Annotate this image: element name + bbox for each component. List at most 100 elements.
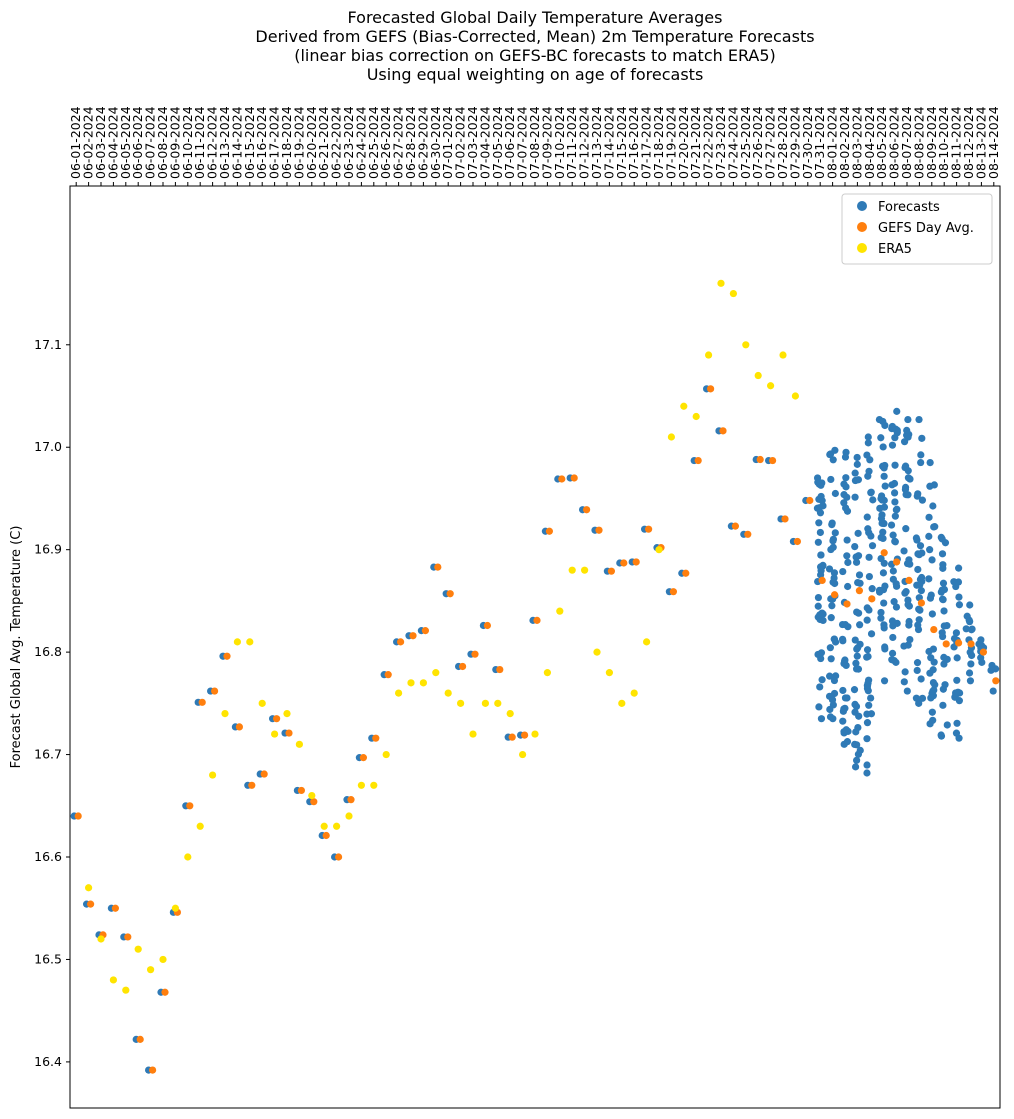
forecast-point — [840, 499, 848, 507]
forecast-point — [867, 694, 875, 702]
x-tick-label: 08-07-2024 — [899, 106, 914, 179]
gefs-day-avg-point — [769, 456, 777, 465]
forecast-point — [902, 525, 910, 533]
x-tick-label: 06-25-2024 — [366, 106, 381, 179]
x-tick-label: 07-23-2024 — [713, 106, 728, 179]
era5-point — [134, 945, 142, 953]
x-tick-label: 07-16-2024 — [626, 106, 641, 179]
forecast-point — [917, 458, 925, 467]
gefs-day-avg-point — [409, 632, 417, 640]
forecast-point — [863, 681, 872, 690]
chart-title-line-3: (linear bias correction on GEFS-BC forec… — [294, 46, 776, 65]
forecast-point — [887, 521, 896, 529]
era5-point — [407, 679, 415, 687]
gefs-day-avg-point — [843, 600, 851, 608]
y-tick-label: 16.4 — [34, 1054, 62, 1069]
gefs-day-avg-point — [806, 496, 814, 505]
forecast-point — [863, 513, 871, 521]
forecast-point — [929, 666, 937, 674]
gefs-day-avg-point — [347, 796, 355, 804]
x-tick-label: 07-10-2024 — [552, 106, 567, 179]
forecast-point — [952, 729, 961, 737]
x-tick-label: 07-22-2024 — [701, 106, 716, 179]
era5-point — [655, 546, 663, 554]
forecast-point — [831, 489, 839, 498]
forecast-point — [863, 769, 871, 777]
forecast-point — [851, 469, 859, 477]
forecast-point — [840, 728, 848, 736]
era5-point — [308, 791, 316, 800]
forecast-point — [817, 571, 825, 579]
era5-point — [184, 853, 192, 861]
forecast-point — [856, 746, 864, 754]
gefs-day-avg-point — [211, 687, 219, 695]
era5-point — [717, 279, 725, 287]
forecast-point — [888, 617, 897, 625]
forecast-point — [892, 580, 900, 588]
era5-point — [680, 402, 688, 410]
forecast-point — [864, 439, 872, 447]
x-tick-label: 06-08-2024 — [155, 106, 170, 179]
x-tick-label: 08-02-2024 — [837, 106, 852, 179]
forecast-point — [865, 606, 873, 614]
gefs-day-avg-point — [868, 595, 876, 603]
legend-label-gefs-day-avg: GEFS Day Avg. — [878, 221, 974, 236]
forecast-point — [929, 678, 938, 687]
gefs-day-avg-point — [781, 515, 789, 523]
forecast-point — [827, 614, 835, 622]
forecast-point — [817, 551, 825, 559]
forecast-point — [879, 443, 887, 451]
legend-marker-gefs-day-avg — [857, 222, 867, 232]
forecast-point — [830, 635, 838, 643]
forecast-point — [877, 554, 885, 563]
y-tick-label: 16.9 — [34, 542, 62, 557]
gefs-day-avg-point — [595, 526, 603, 534]
forecast-point — [889, 567, 897, 575]
forecast-point — [864, 687, 872, 695]
gefs-day-avg-point — [893, 558, 901, 566]
forecast-point — [814, 593, 823, 602]
era5-point — [109, 976, 117, 984]
forecast-point — [863, 735, 871, 743]
era5-point — [159, 955, 167, 964]
era5-point — [271, 730, 279, 738]
forecast-point — [929, 687, 937, 695]
forecast-point — [975, 640, 983, 648]
forecast-point — [965, 669, 974, 677]
x-tick-label: 07-25-2024 — [738, 106, 753, 179]
x-tick-label: 07-09-2024 — [539, 106, 554, 179]
forecast-point — [843, 536, 851, 544]
forecast-point — [917, 451, 925, 459]
gefs-day-avg-point — [74, 812, 82, 820]
forecast-point — [851, 493, 859, 501]
x-tick-label: 07-06-2024 — [502, 106, 517, 179]
forecast-point — [918, 549, 926, 557]
x-tick-label: 06-29-2024 — [415, 106, 430, 179]
forecast-point — [940, 660, 948, 668]
era5-point — [345, 812, 353, 820]
era5-point — [729, 289, 738, 298]
forecast-point — [912, 694, 921, 702]
forecast-point — [855, 571, 864, 579]
x-tick-label: 06-28-2024 — [403, 106, 418, 179]
forecast-point — [814, 538, 822, 546]
forecast-point — [868, 542, 877, 550]
forecast-point — [843, 552, 851, 560]
gefs-day-avg-point — [434, 563, 442, 571]
legend-marker-forecasts — [857, 201, 867, 211]
gefs-day-avg-point — [149, 1066, 157, 1074]
x-tick-label: 07-13-2024 — [589, 106, 604, 179]
gefs-day-avg-point — [496, 665, 504, 674]
forecast-point — [901, 483, 910, 491]
gefs-day-avg-point — [831, 591, 839, 599]
gefs-day-avg-point — [694, 456, 702, 465]
forecast-point — [825, 692, 834, 700]
chart-title-line-4: Using equal weighting on age of forecast… — [366, 65, 704, 84]
forecast-point — [938, 586, 946, 594]
gefs-day-avg-point — [917, 599, 926, 607]
gefs-day-avg-point — [719, 427, 727, 435]
forecast-point — [893, 429, 901, 437]
x-tick-label: 06-13-2024 — [217, 106, 232, 179]
x-tick-label: 07-30-2024 — [800, 106, 815, 179]
x-tick-label: 06-19-2024 — [291, 106, 306, 179]
